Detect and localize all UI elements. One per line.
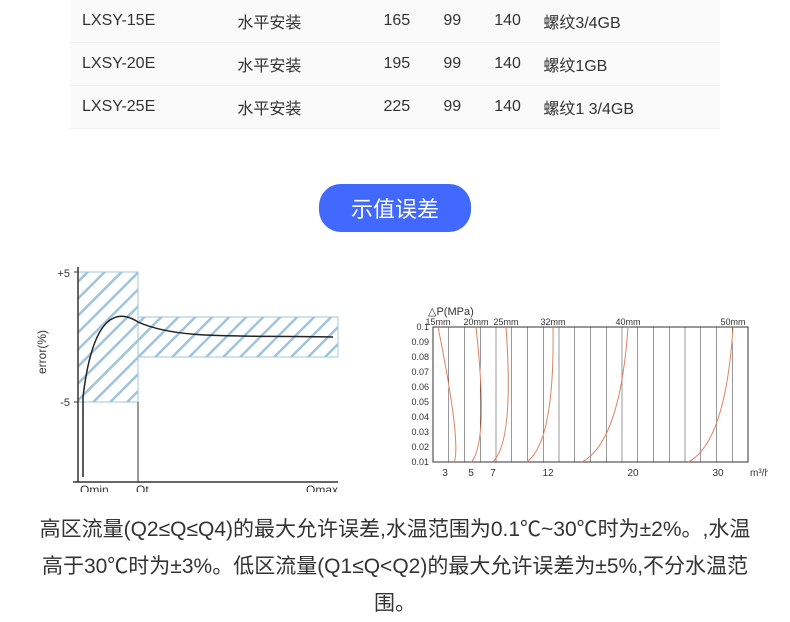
value-cell: 195: [365, 43, 429, 86]
svg-text:Qmax: Qmax: [306, 483, 338, 492]
table-row: LXSY-20E水平安装19599140螺纹1GB: [70, 43, 720, 86]
svg-text:0.01: 0.01: [411, 457, 429, 467]
svg-text:0.05: 0.05: [411, 397, 429, 407]
value-cell: 99: [429, 43, 476, 86]
svg-text:+5: +5: [57, 268, 70, 280]
value-cell: 225: [365, 86, 429, 129]
section-heading-wrap: 示值误差: [0, 184, 790, 232]
svg-text:0.09: 0.09: [411, 337, 429, 347]
table-row: LXSY-15E水平安装16599140螺纹3/4GB: [70, 0, 720, 43]
thread-cell: 螺纹1 3/4GB: [539, 86, 720, 129]
error-curve-chart: +5 -5 error(%) Qmin Qt Qmax: [28, 262, 348, 492]
svg-text:Qmin: Qmin: [80, 483, 109, 492]
value-cell: 140: [476, 86, 540, 129]
svg-text:0.03: 0.03: [411, 427, 429, 437]
svg-text:15mm: 15mm: [425, 317, 450, 327]
section-heading-pill: 示值误差: [319, 184, 471, 232]
svg-text:25mm: 25mm: [493, 317, 518, 327]
spec-table: LXSY-15E水平安装16599140螺纹3/4GBLXSY-20E水平安装1…: [70, 0, 720, 129]
svg-text:-5: -5: [60, 397, 70, 409]
svg-text:0.06: 0.06: [411, 382, 429, 392]
charts-row: +5-5error(%)QminQtQmax △P(MPa)0.10.090.0…: [28, 262, 762, 492]
model-cell: LXSY-15E: [70, 0, 233, 43]
svg-text:32mm: 32mm: [540, 317, 565, 327]
svg-text:5: 5: [468, 468, 474, 479]
spec-table-wrap: LXSY-15E水平安装16599140螺纹3/4GBLXSY-20E水平安装1…: [70, 0, 720, 129]
thread-cell: 螺纹3/4GB: [539, 0, 720, 43]
svg-text:50mm: 50mm: [720, 317, 745, 327]
model-cell: LXSY-20E: [70, 43, 233, 86]
value-cell: 99: [429, 0, 476, 43]
svg-text:m³/h: m³/h: [750, 468, 768, 479]
svg-text:7: 7: [490, 468, 496, 479]
svg-text:Qt: Qt: [136, 483, 149, 492]
svg-text:0.04: 0.04: [411, 412, 429, 422]
install-cell: 水平安装: [233, 86, 365, 129]
svg-text:3: 3: [442, 468, 448, 479]
svg-text:30: 30: [712, 468, 724, 479]
thread-cell: 螺纹1GB: [539, 43, 720, 86]
table-row: LXSY-25E水平安装22599140螺纹1 3/4GB: [70, 86, 720, 129]
svg-text:20: 20: [627, 468, 639, 479]
value-cell: 140: [476, 0, 540, 43]
value-cell: 140: [476, 43, 540, 86]
svg-text:0.08: 0.08: [411, 352, 429, 362]
install-cell: 水平安装: [233, 43, 365, 86]
svg-text:0.07: 0.07: [411, 367, 429, 377]
pressure-loss-chart: △P(MPa)0.10.090.080.070.060.050.040.030.…: [378, 302, 768, 492]
svg-text:40mm: 40mm: [615, 317, 640, 327]
tolerance-description: 高区流量(Q2≤Q≤Q4)的最大允许误差,水温范围为0.1℃~30℃时为±2%。…: [0, 512, 790, 622]
svg-text:12: 12: [542, 468, 554, 479]
model-cell: LXSY-25E: [70, 86, 233, 129]
install-cell: 水平安装: [233, 0, 365, 43]
svg-text:20mm: 20mm: [463, 317, 488, 327]
svg-text:error(%): error(%): [35, 330, 49, 374]
value-cell: 165: [365, 0, 429, 43]
svg-text:0.02: 0.02: [411, 442, 429, 452]
value-cell: 99: [429, 86, 476, 129]
